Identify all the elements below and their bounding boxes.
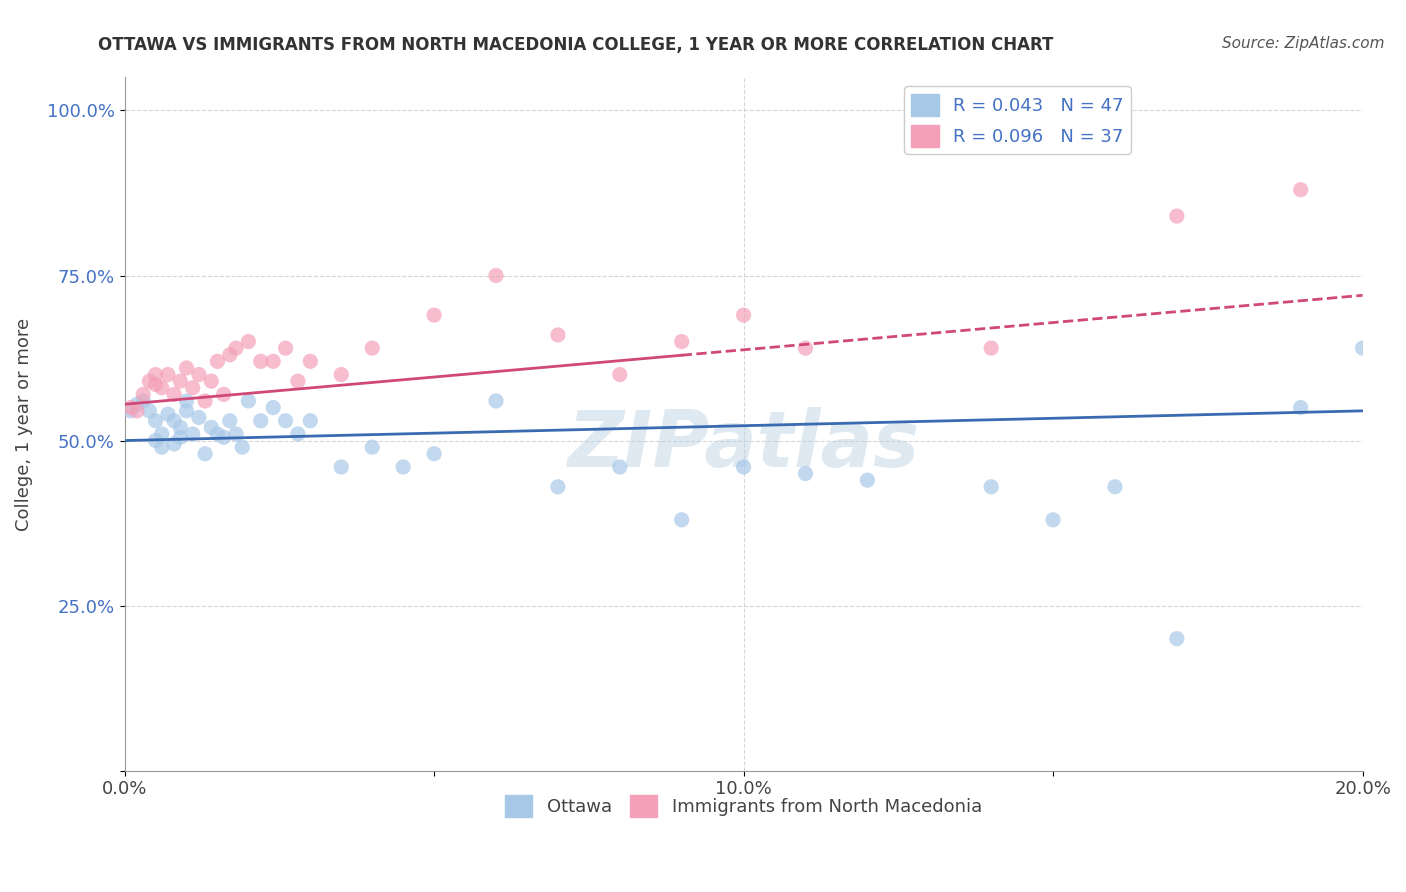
Point	[262, 354, 284, 368]
Point	[249, 354, 271, 368]
Point	[980, 341, 1002, 355]
Point	[194, 394, 217, 409]
Point	[145, 368, 167, 382]
Point	[120, 404, 142, 418]
Point	[274, 341, 297, 355]
Point	[1104, 480, 1126, 494]
Text: Source: ZipAtlas.com: Source: ZipAtlas.com	[1222, 36, 1385, 51]
Point	[423, 447, 446, 461]
Point	[145, 434, 167, 448]
Point	[181, 381, 204, 395]
Point	[200, 374, 222, 388]
Point	[218, 348, 240, 362]
Point	[163, 387, 186, 401]
Text: ZIPatlas: ZIPatlas	[568, 407, 920, 483]
Point	[609, 368, 631, 382]
Point	[485, 268, 508, 283]
Text: OTTAWA VS IMMIGRANTS FROM NORTH MACEDONIA COLLEGE, 1 YEAR OR MORE CORRELATION CH: OTTAWA VS IMMIGRANTS FROM NORTH MACEDONI…	[98, 36, 1053, 54]
Point	[169, 374, 191, 388]
Point	[176, 394, 198, 409]
Point	[1166, 632, 1188, 646]
Point	[238, 394, 260, 409]
Point	[212, 387, 235, 401]
Point	[299, 414, 322, 428]
Point	[361, 440, 384, 454]
Point	[262, 401, 284, 415]
Point	[225, 341, 247, 355]
Point	[169, 430, 191, 444]
Point	[547, 480, 569, 494]
Point	[330, 460, 353, 475]
Point	[176, 404, 198, 418]
Point	[794, 341, 817, 355]
Point	[671, 513, 693, 527]
Point	[145, 377, 167, 392]
Point	[231, 440, 253, 454]
Point	[225, 427, 247, 442]
Legend: Ottawa, Immigrants from North Macedonia: Ottawa, Immigrants from North Macedonia	[498, 788, 988, 824]
Point	[671, 334, 693, 349]
Point	[150, 381, 173, 395]
Point	[856, 473, 879, 487]
Point	[249, 414, 271, 428]
Point	[181, 427, 204, 442]
Point	[120, 401, 142, 415]
Point	[609, 460, 631, 475]
Point	[1289, 183, 1312, 197]
Point	[287, 374, 309, 388]
Point	[299, 354, 322, 368]
Point	[125, 404, 148, 418]
Point	[1351, 341, 1374, 355]
Point	[163, 437, 186, 451]
Point	[1289, 401, 1312, 415]
Point	[187, 410, 209, 425]
Point	[200, 420, 222, 434]
Point	[207, 427, 229, 442]
Point	[156, 368, 179, 382]
Point	[207, 354, 229, 368]
Point	[1042, 513, 1064, 527]
Point	[794, 467, 817, 481]
Point	[176, 360, 198, 375]
Point	[194, 447, 217, 461]
Point	[138, 374, 160, 388]
Point	[547, 327, 569, 342]
Point	[156, 407, 179, 421]
Point	[330, 368, 353, 382]
Point	[145, 414, 167, 428]
Point	[733, 460, 755, 475]
Y-axis label: College, 1 year or more: College, 1 year or more	[15, 318, 32, 531]
Point	[423, 308, 446, 322]
Point	[169, 420, 191, 434]
Point	[125, 397, 148, 411]
Point	[980, 480, 1002, 494]
Point	[187, 368, 209, 382]
Point	[392, 460, 415, 475]
Point	[150, 440, 173, 454]
Point	[218, 414, 240, 428]
Point	[485, 394, 508, 409]
Point	[132, 387, 155, 401]
Point	[1166, 209, 1188, 223]
Point	[150, 427, 173, 442]
Point	[212, 430, 235, 444]
Point	[733, 308, 755, 322]
Point	[163, 414, 186, 428]
Point	[287, 427, 309, 442]
Point	[138, 404, 160, 418]
Point	[238, 334, 260, 349]
Point	[132, 394, 155, 409]
Point	[361, 341, 384, 355]
Point	[274, 414, 297, 428]
